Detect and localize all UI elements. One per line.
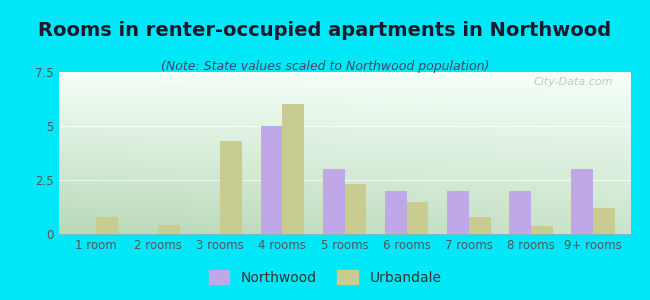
Bar (469, 217, 491, 234)
Bar (593, 208, 615, 234)
Bar (447, 191, 469, 234)
Bar (407, 202, 428, 234)
Text: Rooms in renter-occupied apartments in Northwood: Rooms in renter-occupied apartments in N… (38, 21, 612, 40)
Legend: Northwood, Urbandale: Northwood, Urbandale (203, 264, 447, 290)
Bar (220, 141, 242, 234)
Bar (531, 226, 552, 234)
Bar (385, 191, 407, 234)
Bar (96, 217, 118, 234)
Bar (261, 126, 282, 234)
Bar (509, 191, 531, 234)
Bar (571, 169, 593, 234)
Text: City-Data.com: City-Data.com (534, 77, 614, 87)
Text: (Note: State values scaled to Northwood population): (Note: State values scaled to Northwood … (161, 60, 489, 73)
Bar (282, 104, 304, 234)
Bar (344, 184, 366, 234)
Bar (323, 169, 345, 234)
Bar (158, 225, 180, 234)
